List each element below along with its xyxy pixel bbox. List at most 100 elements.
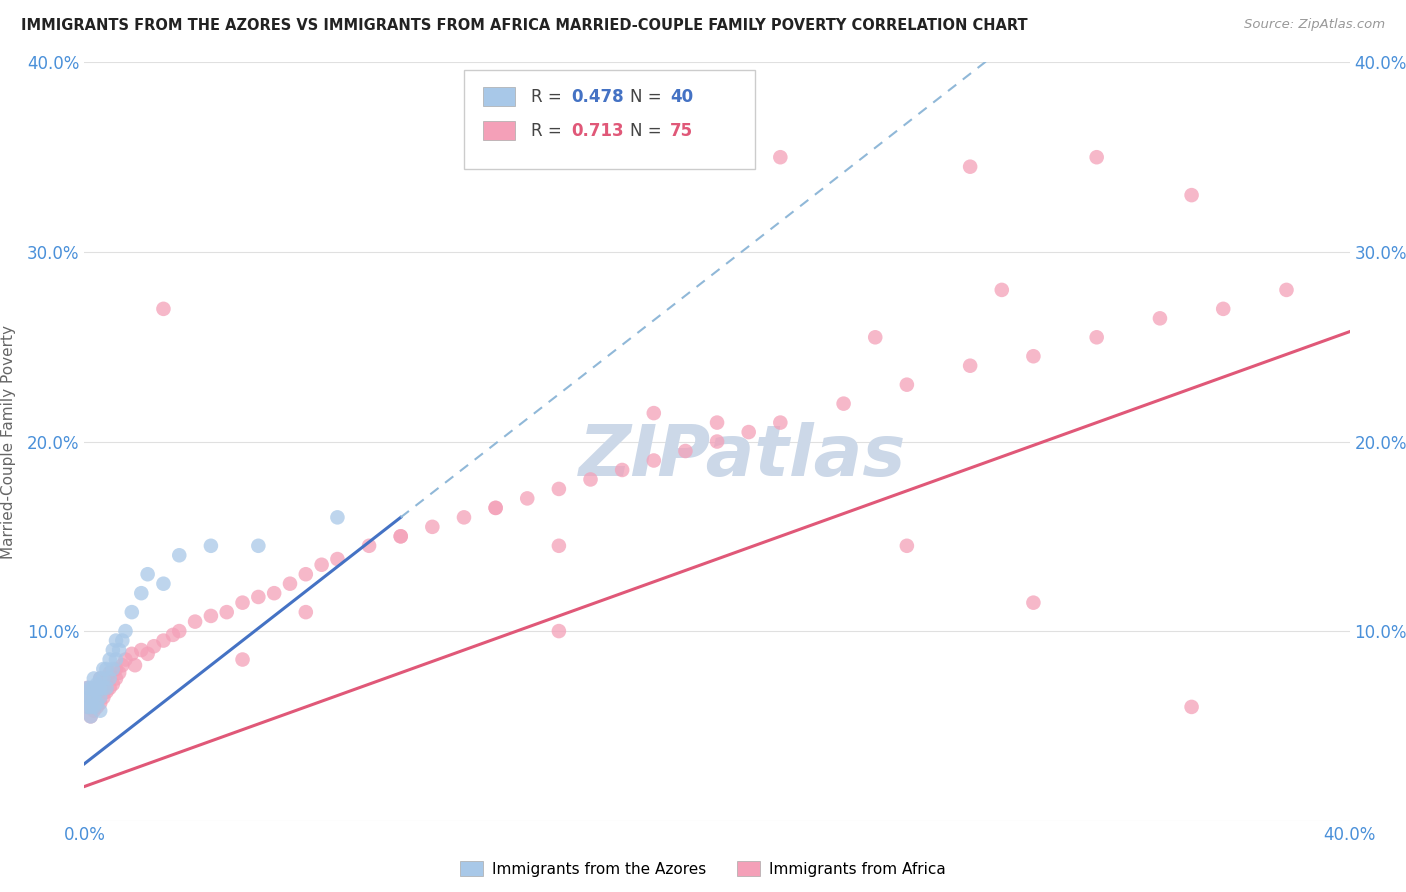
Text: R =: R = (531, 121, 567, 140)
Point (169, 624, 191, 639)
Point (98, 665, 121, 680)
Point (111, 633, 134, 648)
Point (76, 681, 98, 695)
Text: ZIPatlas: ZIPatlas (579, 422, 905, 491)
Point (1022, 596, 1045, 610)
Point (737, 425, 759, 439)
Point (76, 699, 98, 714)
Point (105, 652, 127, 666)
Point (111, 658, 134, 673)
Point (959, 359, 981, 373)
Text: 0.713: 0.713 (571, 121, 624, 140)
Point (89, 704, 111, 718)
Text: R =: R = (531, 87, 567, 105)
Point (129, 643, 153, 657)
Point (83, 699, 105, 714)
Point (86, 677, 108, 691)
Point (93, 662, 115, 676)
Point (1180, 699, 1202, 714)
Point (896, 539, 918, 553)
Point (548, 624, 571, 639)
Point (96, 662, 118, 676)
Text: N =: N = (630, 121, 666, 140)
Point (114, 652, 136, 666)
Point (1180, 188, 1202, 202)
FancyBboxPatch shape (484, 87, 515, 106)
Point (484, 500, 508, 515)
Point (1149, 311, 1171, 326)
Point (295, 605, 318, 619)
Point (76, 699, 98, 714)
Point (86, 696, 108, 710)
Point (706, 416, 728, 430)
Point (89, 681, 111, 695)
Point (1085, 330, 1108, 344)
Point (169, 548, 191, 563)
Point (101, 643, 124, 657)
Point (200, 609, 222, 624)
Point (612, 463, 634, 477)
Point (643, 406, 665, 420)
Point (105, 672, 127, 686)
Point (83, 690, 105, 705)
Point (136, 647, 159, 661)
Point (96, 685, 118, 699)
Point (129, 586, 153, 600)
Point (152, 633, 174, 648)
Point (86, 699, 108, 714)
Text: N =: N = (630, 87, 666, 105)
Text: 75: 75 (671, 121, 693, 140)
Point (990, 283, 1012, 297)
Text: IMMIGRANTS FROM THE AZORES VS IMMIGRANTS FROM AFRICA MARRIED-COUPLE FAMILY POVER: IMMIGRANTS FROM THE AZORES VS IMMIGRANTS… (21, 18, 1028, 33)
Point (215, 605, 238, 619)
Point (98, 672, 121, 686)
Point (389, 529, 412, 543)
Point (79, 699, 103, 714)
Point (121, 647, 143, 661)
Point (108, 643, 131, 657)
Point (422, 520, 444, 534)
Point (1275, 283, 1298, 297)
Point (769, 150, 792, 164)
Point (93, 690, 115, 705)
Point (83, 672, 105, 686)
Point (89, 672, 111, 686)
Point (643, 453, 665, 467)
Point (86, 685, 108, 699)
Point (357, 539, 380, 553)
Point (89, 672, 111, 686)
Point (247, 539, 270, 553)
Point (108, 665, 131, 680)
Point (769, 416, 792, 430)
Point (152, 576, 174, 591)
FancyBboxPatch shape (484, 121, 515, 140)
Point (83, 681, 105, 695)
Legend: Immigrants from the Azores, Immigrants from Africa: Immigrants from the Azores, Immigrants f… (453, 853, 953, 884)
Point (832, 396, 855, 410)
Point (295, 567, 318, 582)
Y-axis label: Married-Couple Family Poverty: Married-Couple Family Poverty (1, 325, 15, 558)
Point (76, 681, 98, 695)
Point (516, 491, 538, 506)
Point (86, 685, 108, 699)
Point (83, 681, 105, 695)
Point (484, 500, 508, 515)
Point (89, 690, 111, 705)
Point (83, 704, 105, 718)
Point (184, 615, 207, 629)
Point (76, 690, 98, 705)
Text: 40: 40 (671, 87, 693, 105)
Point (326, 510, 349, 524)
Point (89, 696, 111, 710)
Point (200, 539, 222, 553)
Point (93, 677, 115, 691)
Point (101, 677, 124, 691)
Point (89, 681, 111, 695)
Point (79, 690, 103, 705)
Point (675, 444, 697, 458)
Point (453, 510, 475, 524)
Point (326, 552, 349, 566)
FancyBboxPatch shape (464, 70, 755, 169)
Point (706, 434, 728, 449)
Point (579, 473, 602, 487)
